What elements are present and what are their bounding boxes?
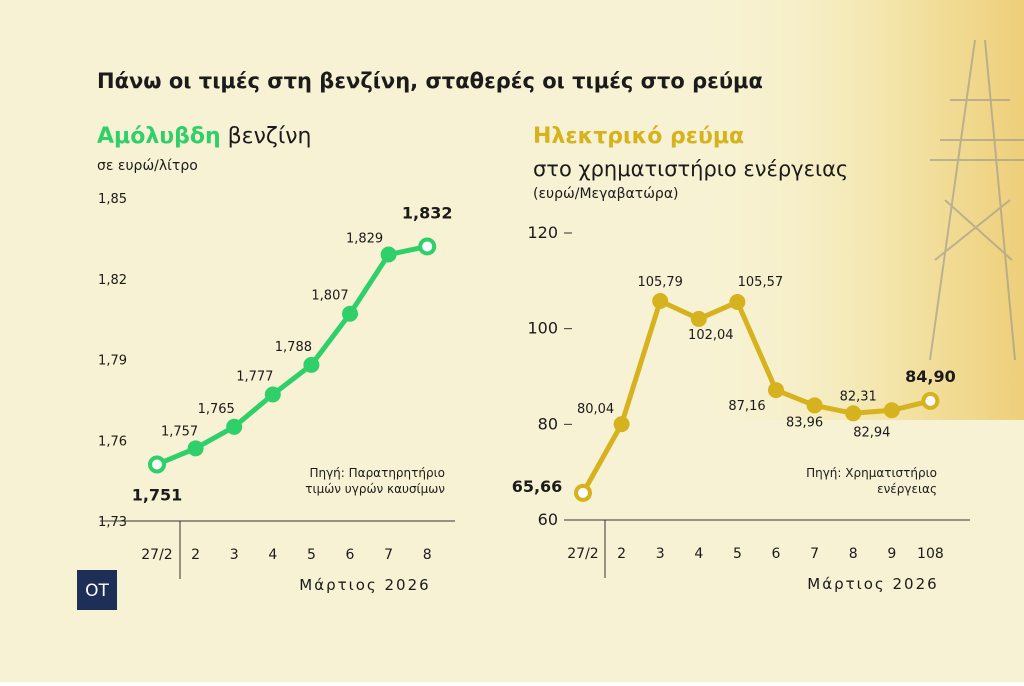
y-tick-label: 120 xyxy=(527,223,558,242)
x-tick-label: 6 xyxy=(772,546,781,562)
subtitle: σε ευρώ/λίτρο xyxy=(97,158,198,174)
value-label: 1,832 xyxy=(402,203,453,222)
value-label: 1,757 xyxy=(161,424,198,439)
point xyxy=(883,402,900,419)
value-label: 83,96 xyxy=(786,415,823,430)
x-axis-label: Μάρτιος 2026 xyxy=(807,575,938,593)
x-tick-label: 108 xyxy=(917,546,944,562)
value-label: 1,807 xyxy=(311,289,348,304)
point xyxy=(806,397,823,414)
point xyxy=(342,305,358,322)
value-label: 82,94 xyxy=(853,425,890,440)
line xyxy=(580,298,931,495)
y-tick-label: 1,82 xyxy=(98,273,127,288)
source: Πηγή: Παρατηρητήριο xyxy=(309,466,445,480)
y-tick-label: 1,85 xyxy=(98,192,127,207)
x-tick-label: 8 xyxy=(423,547,432,563)
value-label: 1,777 xyxy=(236,369,273,384)
y-tick-label: 1,76 xyxy=(98,434,127,449)
subtitle: (ευρώ/Μεγαβατώρα) xyxy=(533,186,679,202)
source: τιμών υγρών καυσίμων xyxy=(305,482,445,496)
value-label: 1,829 xyxy=(346,232,383,247)
point xyxy=(921,391,940,410)
value-label: 65,66 xyxy=(512,477,563,496)
x-tick-label: 8 xyxy=(849,546,858,562)
value-label: 1,788 xyxy=(275,340,312,355)
chart-title: Ηλεκτρικό ρεύμα xyxy=(533,124,744,149)
title-highlight: Αμόλυβδη xyxy=(97,124,221,149)
point xyxy=(768,382,784,399)
point xyxy=(303,356,320,373)
y-tick-label: 1,73 xyxy=(98,515,127,530)
point xyxy=(264,386,281,403)
pylon xyxy=(929,39,1024,361)
point xyxy=(845,405,862,422)
main-title: Πάνω οι τιμές στη βενζίνη, σταθερές οι τ… xyxy=(97,69,763,93)
value-label: 80,04 xyxy=(577,402,614,417)
point xyxy=(226,418,243,435)
y-tick-label: 80 xyxy=(538,414,558,433)
y-tick-label: 1,79 xyxy=(98,354,127,369)
point xyxy=(613,416,630,433)
point xyxy=(574,483,592,502)
value-label: 1,751 xyxy=(132,485,183,504)
x-tick-label: 27/2 xyxy=(567,546,598,562)
y-tick-label: 60 xyxy=(538,510,558,529)
logo-box xyxy=(77,570,117,610)
sky-glow xyxy=(700,0,1024,420)
point xyxy=(729,294,746,311)
x-tick-label: 2 xyxy=(617,546,626,562)
value-label: 105,57 xyxy=(738,275,784,290)
x-tick-label: 3 xyxy=(230,547,239,563)
x-tick-label: 9 xyxy=(887,546,896,562)
x-tick-label: 4 xyxy=(694,546,703,562)
point xyxy=(652,292,669,309)
x-tick-label: 6 xyxy=(346,547,355,563)
title-rest: βενζίνη xyxy=(228,124,312,149)
point xyxy=(690,310,707,327)
x-tick-label: 2 xyxy=(191,547,200,563)
value-label: 82,31 xyxy=(840,389,877,404)
point xyxy=(148,455,166,474)
value-label: 87,16 xyxy=(728,399,765,414)
title-highlight: Ηλεκτρικό ρεύμα xyxy=(533,124,744,149)
point xyxy=(380,246,397,263)
source: ενέργειας xyxy=(877,482,937,496)
value-label: 102,04 xyxy=(688,328,734,343)
x-tick-label: 7 xyxy=(384,547,393,563)
x-tick-label: 27/2 xyxy=(141,547,172,563)
value-label: 1,765 xyxy=(198,402,235,417)
logo: OT xyxy=(85,581,109,601)
value-label: 84,90 xyxy=(905,367,956,386)
x-tick-label: 5 xyxy=(733,546,742,562)
x-tick-label: 3 xyxy=(656,546,665,562)
point xyxy=(187,440,204,457)
x-tick-label: 7 xyxy=(810,546,819,562)
x-tick-label: 4 xyxy=(268,547,277,563)
y-tick-label: 100 xyxy=(527,319,558,338)
point xyxy=(418,237,437,256)
source: Πηγή: Χρηματιστήριο xyxy=(806,466,937,480)
subtitle: στο χρηματιστήριο ενέργειας xyxy=(533,157,848,181)
x-axis-label: Μάρτιος 2026 xyxy=(299,576,430,594)
chart-title: Αμόλυβδη βενζίνη xyxy=(97,124,312,149)
x-tick-label: 5 xyxy=(307,547,316,563)
value-label: 105,79 xyxy=(637,275,683,290)
